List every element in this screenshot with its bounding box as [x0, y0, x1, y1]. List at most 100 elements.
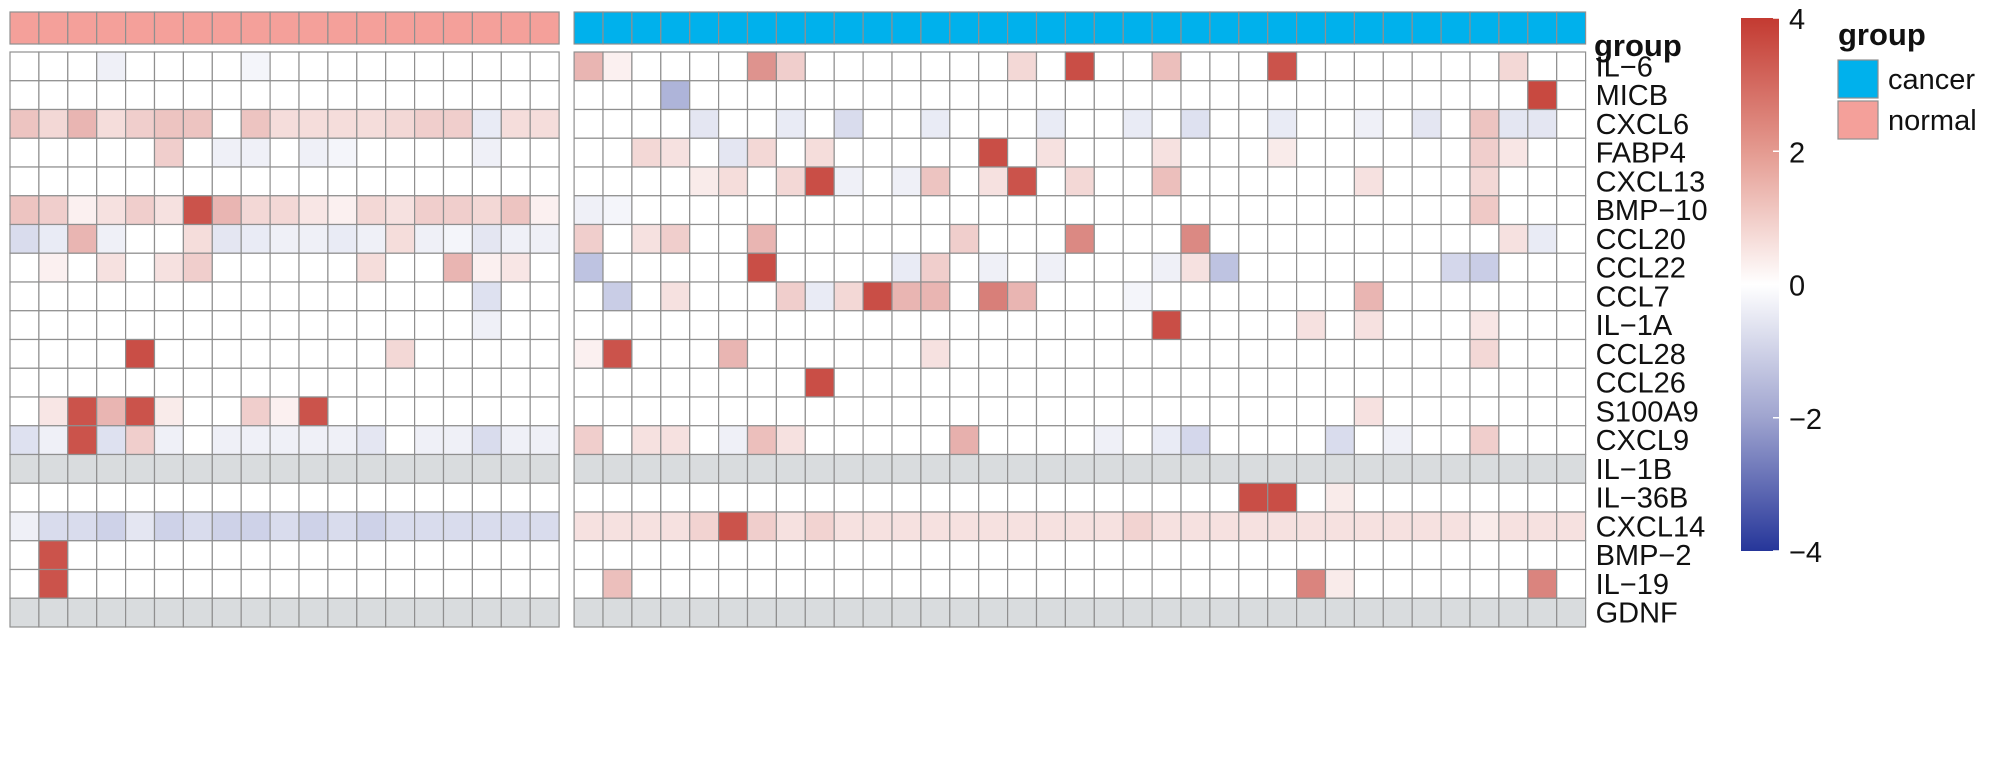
heatmap-cell — [660, 396, 691, 427]
heatmap-cell — [1353, 367, 1384, 398]
heatmap-cell — [804, 252, 835, 283]
heatmap-cell — [327, 338, 358, 369]
heatmap-cell — [1035, 540, 1066, 571]
heatmap-cell — [1295, 568, 1327, 599]
row-label: MICB — [1596, 80, 1669, 112]
heatmap-cell — [442, 425, 473, 456]
heatmap-cell — [385, 482, 416, 513]
heatmap-cell — [920, 453, 951, 484]
heatmap-cell — [414, 453, 445, 484]
heatmap-cell — [1498, 137, 1529, 168]
heatmap-cell — [1353, 396, 1384, 427]
heatmap-cell — [717, 108, 749, 139]
heatmap-cell — [471, 80, 502, 111]
heatmap-cell — [1411, 223, 1442, 254]
heatmap-cell — [573, 511, 604, 542]
heatmap-cell — [573, 453, 604, 484]
heatmap-cell — [1064, 80, 1095, 111]
heatmap-cell — [1469, 137, 1500, 168]
annotation-cell-cancer — [631, 11, 662, 45]
heatmap-cell — [1527, 568, 1558, 599]
heatmap-cell — [1527, 396, 1558, 427]
heatmap-cell — [775, 367, 806, 398]
heatmap-cell — [442, 511, 473, 542]
heatmap-cell — [385, 137, 416, 168]
heatmap-cell — [775, 310, 806, 341]
heatmap-cell — [1180, 568, 1211, 599]
heatmap-cell — [327, 540, 358, 571]
heatmap-cell — [717, 223, 749, 254]
heatmap-cell — [862, 511, 893, 542]
heatmap-cell — [1122, 367, 1153, 398]
heatmap-cell — [442, 482, 473, 513]
heatmap-cell — [891, 338, 922, 369]
heatmap-cell — [1295, 396, 1327, 427]
heatmap-cell — [182, 482, 213, 513]
heatmap-cell — [660, 597, 691, 628]
heatmap-cell — [1093, 108, 1124, 139]
heatmap-cell — [1151, 51, 1182, 82]
heatmap-cell — [1064, 453, 1095, 484]
heatmap-cell — [1093, 453, 1124, 484]
heatmap-cell — [182, 223, 213, 254]
heatmap-cell — [1440, 338, 1471, 369]
heatmap-cell — [124, 425, 156, 456]
heatmap-cell — [1151, 223, 1182, 254]
heatmap-cell — [833, 252, 864, 283]
heatmap-cell — [124, 80, 156, 111]
heatmap-cell — [573, 80, 604, 111]
heatmap-cell — [529, 597, 560, 628]
heatmap-cell — [978, 482, 1009, 513]
heatmap-cell — [573, 108, 604, 139]
heatmap-cell — [1324, 540, 1355, 571]
heatmap-cell — [1267, 511, 1298, 542]
heatmap-cell — [891, 281, 922, 312]
heatmap-cell — [1180, 166, 1211, 197]
heatmap-cell — [9, 338, 40, 369]
heatmap-cell — [689, 511, 720, 542]
heatmap-cell — [1180, 453, 1211, 484]
heatmap-cell — [833, 396, 864, 427]
heatmap-cell — [891, 511, 922, 542]
heatmap-cell — [891, 137, 922, 168]
annotation-cell-cancer — [660, 11, 691, 45]
heatmap-cell — [949, 137, 980, 168]
heatmap-cell — [1382, 166, 1413, 197]
heatmap-cell — [182, 597, 213, 628]
heatmap-cell — [298, 223, 329, 254]
heatmap-cell — [920, 338, 951, 369]
heatmap-cell — [1295, 367, 1327, 398]
heatmap-cell — [689, 51, 720, 82]
heatmap-cell — [1324, 166, 1355, 197]
heatmap-cell — [689, 367, 720, 398]
heatmap-cell — [1527, 367, 1558, 398]
heatmap-cell — [9, 425, 40, 456]
heatmap-cell — [414, 338, 445, 369]
heatmap-cell — [327, 396, 358, 427]
heatmap-cell — [1093, 568, 1124, 599]
heatmap-cell — [1498, 166, 1529, 197]
heatmap-cell — [1440, 597, 1471, 628]
heatmap-cell — [153, 511, 184, 542]
heatmap-cell — [182, 281, 213, 312]
heatmap-cell — [1151, 568, 1182, 599]
heatmap-cell — [1469, 568, 1500, 599]
heatmap-cell — [1238, 252, 1269, 283]
heatmap-cell — [96, 137, 127, 168]
heatmap-cell — [891, 108, 922, 139]
heatmap-cell — [1180, 281, 1211, 312]
heatmap-cell — [717, 597, 749, 628]
heatmap-cell — [9, 252, 40, 283]
heatmap-cell — [573, 281, 604, 312]
heatmap-cell — [660, 166, 691, 197]
heatmap-cell — [1006, 80, 1038, 111]
heatmap-cell — [1498, 223, 1529, 254]
heatmap-cell — [471, 511, 502, 542]
heatmap-cell — [1122, 568, 1153, 599]
heatmap-cell — [385, 195, 416, 226]
annotation-cell-cancer — [1498, 11, 1529, 45]
heatmap-cell — [1440, 482, 1471, 513]
row-label: CCL26 — [1596, 368, 1686, 400]
heatmap-cell — [631, 396, 662, 427]
heatmap-cell — [775, 338, 806, 369]
